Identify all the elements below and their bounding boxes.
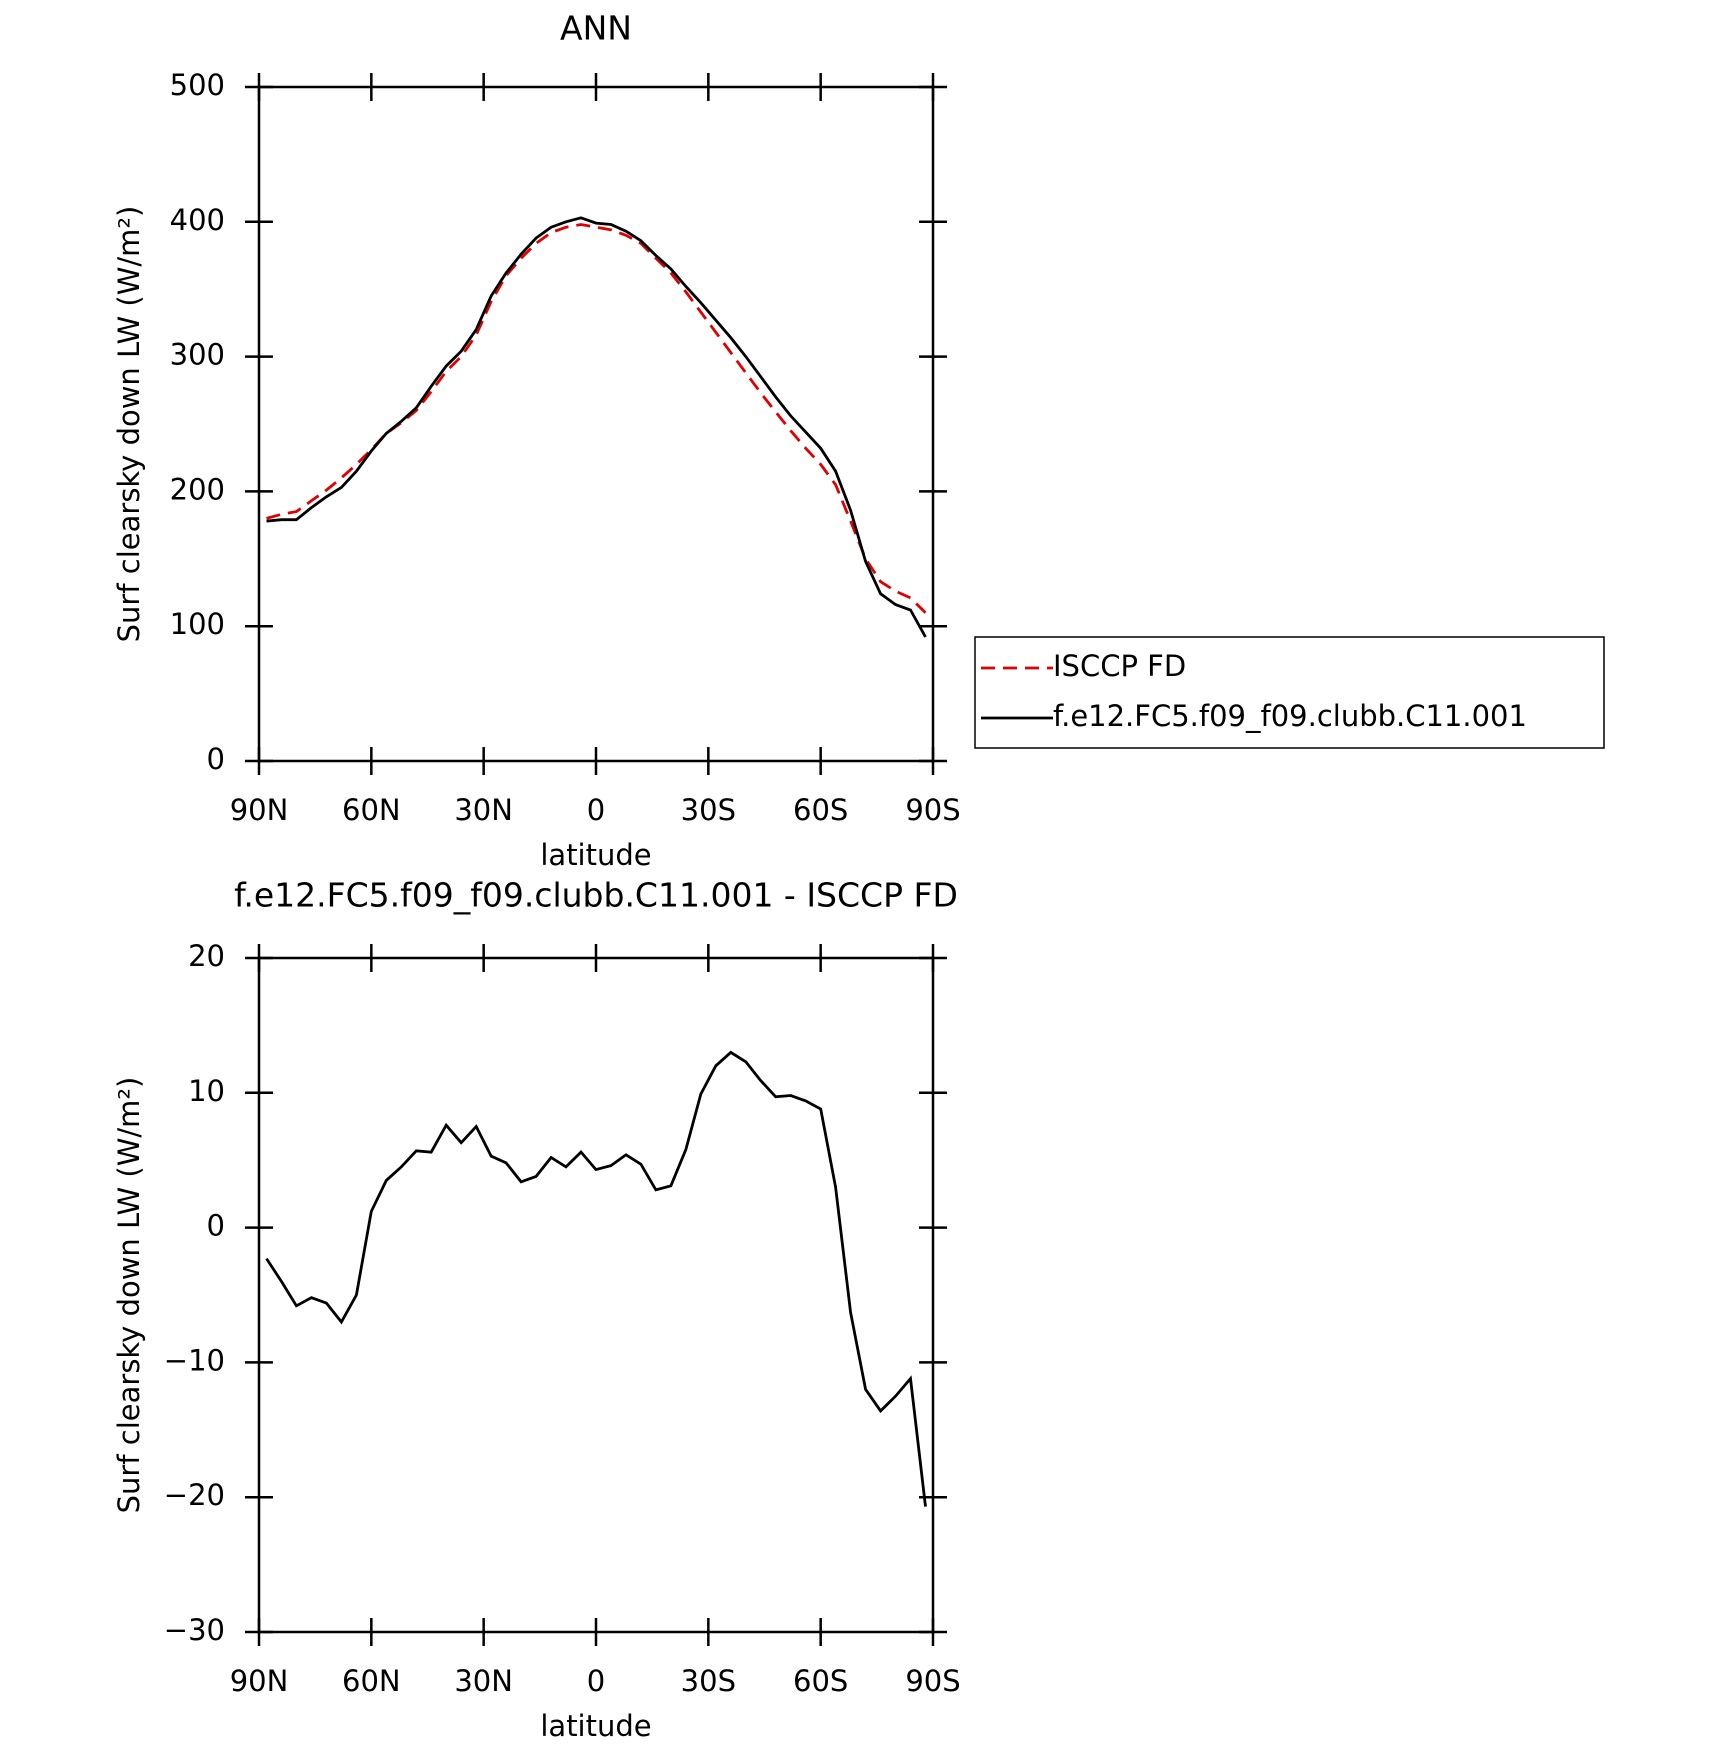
y-tick-label: −30 <box>164 1613 225 1647</box>
series-line <box>266 223 927 614</box>
x-tick-label: 30S <box>681 793 736 827</box>
chart-title: f.e12.FC5.f09_f09.clubb.C11.001 - ISCCP … <box>234 876 958 915</box>
data-line <box>265 1050 927 1507</box>
x-tick-label: 60S <box>793 1664 848 1698</box>
y-tick-label: 400 <box>170 203 225 237</box>
x-tick-label: 90S <box>905 1664 960 1698</box>
y-tick-label: 10 <box>188 1074 225 1108</box>
legend-box <box>974 636 1605 749</box>
legend-label: ISCCP FD <box>1053 649 1186 683</box>
y-tick-label: 500 <box>170 68 225 102</box>
x-tick-label: 30N <box>454 1664 513 1698</box>
plot-frame <box>257 956 935 1634</box>
x-axis-label: latitude <box>540 838 651 872</box>
plot-frame <box>257 85 935 763</box>
y-axis-label: Surf clearsky down LW (W/m²) <box>112 1077 146 1514</box>
x-tick-label: 60S <box>793 793 848 827</box>
y-tick-label: 200 <box>170 472 225 506</box>
y-tick-label: −10 <box>164 1343 225 1377</box>
x-tick-label: 0 <box>587 793 605 827</box>
series-line <box>266 216 927 638</box>
y-tick-label: 300 <box>170 338 225 372</box>
x-tick-label: 60N <box>342 1664 401 1698</box>
y-tick-label: 100 <box>170 607 225 641</box>
x-tick-label: 90N <box>230 793 289 827</box>
x-tick-label: 90S <box>905 793 960 827</box>
y-tick-label: 0 <box>207 1209 225 1243</box>
y-tick-label: −20 <box>164 1478 225 1512</box>
x-axis-label: latitude <box>540 1709 651 1743</box>
x-tick-label: 30S <box>681 1664 736 1698</box>
x-tick-label: 0 <box>587 1664 605 1698</box>
chart-title: ANN <box>560 9 632 48</box>
y-tick-label: 0 <box>207 742 225 776</box>
y-axis-label: Surf clearsky down LW (W/m²) <box>112 206 146 643</box>
legend-label: f.e12.FC5.f09_f09.clubb.C11.001 <box>1053 699 1527 733</box>
y-tick-label: 20 <box>188 939 225 973</box>
x-tick-label: 30N <box>454 793 513 827</box>
x-tick-label: 60N <box>342 793 401 827</box>
x-tick-label: 90N <box>230 1664 289 1698</box>
